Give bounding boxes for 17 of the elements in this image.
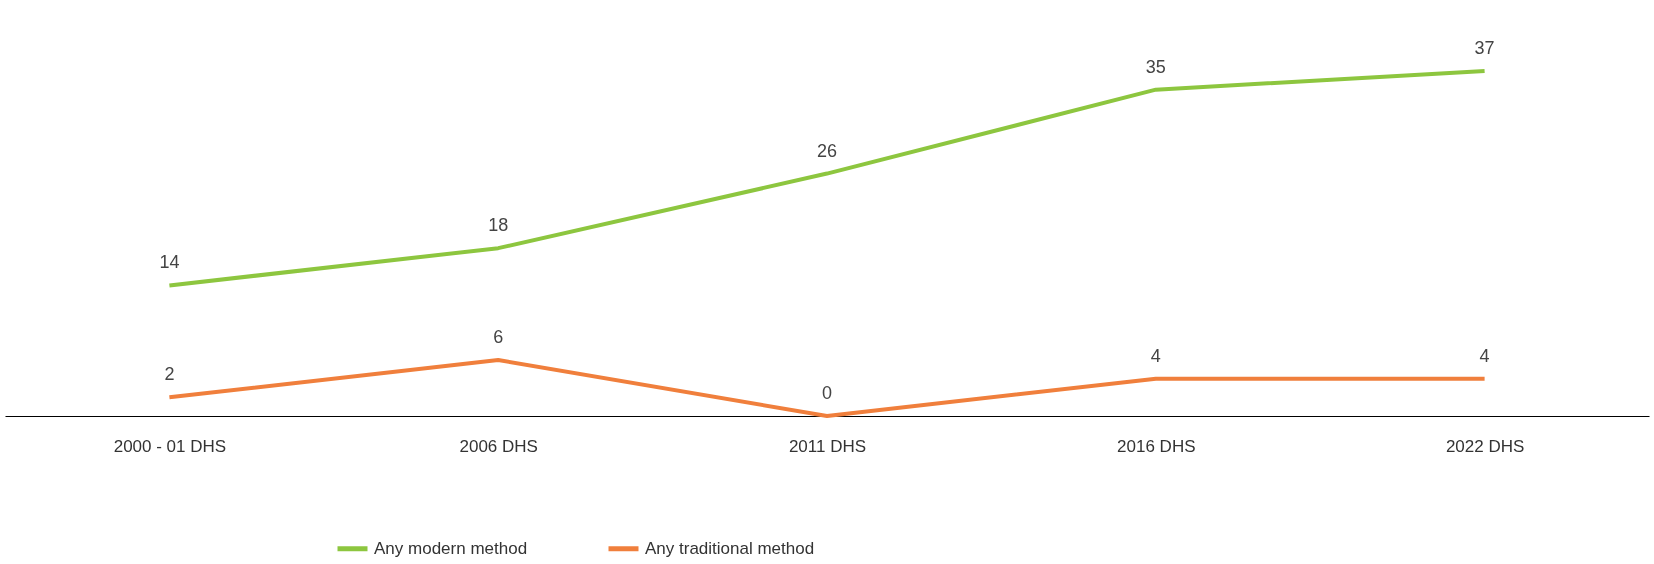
- data-label: 18: [488, 215, 509, 236]
- x-tick-label: 2006 DHS: [459, 436, 538, 456]
- x-tick-label: 2022 DHS: [1445, 436, 1525, 456]
- x-tick-label: 2016 DHS: [1117, 436, 1196, 456]
- data-label: 4: [1150, 345, 1161, 366]
- legend-label: Any modern method: [374, 538, 528, 558]
- data-label: 2: [164, 364, 175, 385]
- data-label: 37: [1474, 38, 1495, 58]
- data-label: 0: [821, 383, 833, 403]
- data-label: 26: [816, 140, 838, 161]
- data-label: 4: [1479, 345, 1490, 366]
- x-tick-label: 2000 - 01 DHS: [113, 436, 227, 456]
- data-label: 14: [159, 252, 180, 273]
- legend-label: Any traditional method: [645, 538, 815, 558]
- x-tick-label: 2011 DHS: [788, 436, 867, 456]
- data-label: 35: [1145, 56, 1166, 77]
- data-label: 6: [493, 327, 504, 348]
